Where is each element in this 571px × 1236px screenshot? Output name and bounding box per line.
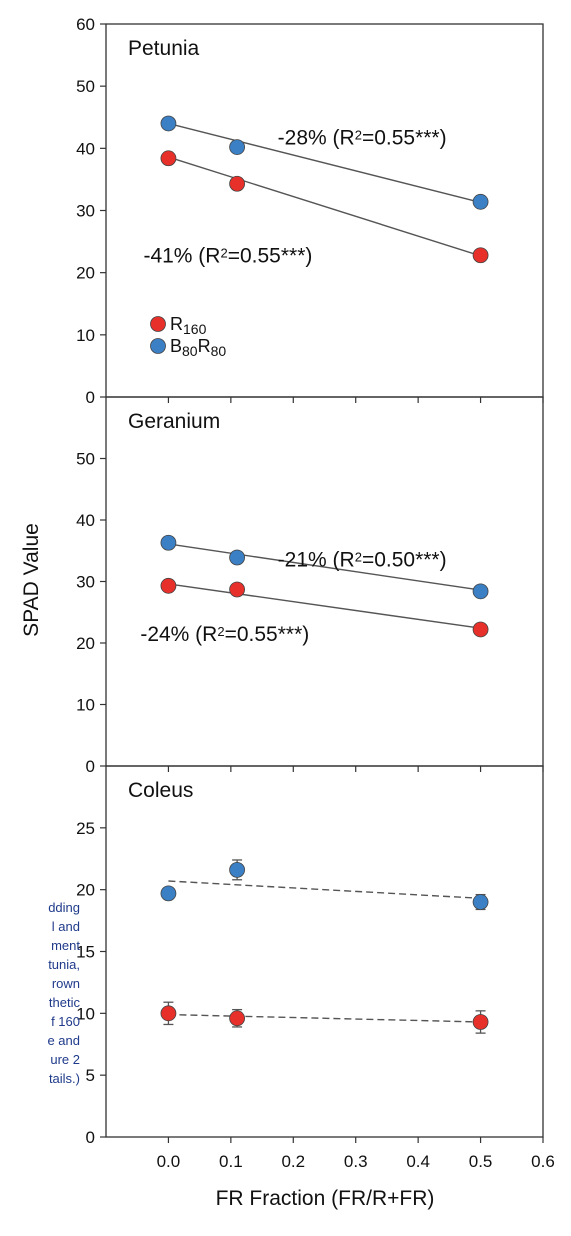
fit-line-b80r80: [168, 543, 481, 591]
caption-line: dding: [48, 900, 80, 915]
point-b80r80: [472, 193, 489, 210]
y-tick-label: 60: [76, 15, 95, 34]
point-b80r80: [160, 115, 177, 132]
panel-title-geranium: Geranium: [128, 410, 220, 433]
fit-line-r160: [168, 583, 481, 629]
y-tick-label: 40: [76, 139, 95, 158]
y-tick-label: 40: [76, 511, 95, 530]
regression-annotation: -28% (R2=0.55***): [278, 127, 447, 150]
y-tick-label: 25: [76, 819, 95, 838]
point-b80r80: [229, 861, 246, 878]
y-tick-label: 10: [76, 326, 95, 345]
fit-line-r160: [168, 1013, 481, 1023]
regression-annotation: -24% (R2=0.55***): [140, 623, 309, 646]
y-tick-label: 15: [76, 943, 95, 962]
legend-marker-r160: [150, 316, 166, 332]
x-tick-label: 0.3: [344, 1152, 368, 1171]
y-tick-label: 0: [86, 388, 95, 407]
x-tick-label: 0.4: [406, 1152, 430, 1171]
fit-line-r160: [168, 156, 481, 257]
y-axis-label: SPAD Value: [20, 523, 43, 637]
caption-line: rown: [51, 976, 80, 991]
legend-marker-b80r80: [150, 338, 166, 354]
y-tick-label: 20: [76, 634, 95, 653]
y-tick-label: 50: [76, 77, 95, 96]
point-b80r80: [229, 139, 246, 155]
point-r160: [472, 247, 489, 264]
caption-line: ure 2: [50, 1052, 80, 1067]
caption-line: e and: [47, 1033, 80, 1048]
x-tick-label: 0.2: [281, 1152, 305, 1171]
point-r160: [229, 1010, 246, 1027]
y-tick-label: 5: [86, 1066, 95, 1085]
point-b80r80: [160, 534, 177, 551]
legend-label-b80r80: B80R80: [170, 336, 226, 359]
y-tick-label: 30: [76, 202, 95, 221]
y-tick-label: 0: [86, 1128, 95, 1147]
y-tick-label: 0: [86, 757, 95, 776]
y-tick-label: 10: [76, 696, 95, 715]
caption-line: f 160: [51, 1014, 80, 1029]
point-b80r80: [160, 885, 177, 902]
caption-line: tails.): [48, 1071, 80, 1086]
y-tick-label: 20: [76, 264, 95, 283]
y-tick-label: 50: [76, 450, 95, 469]
x-tick-label: 0.0: [157, 1152, 181, 1171]
x-axis-label: FR Fraction (FR/R+FR): [216, 1187, 435, 1210]
point-b80r80: [229, 549, 246, 566]
point-r160: [160, 577, 177, 594]
point-r160: [229, 581, 246, 598]
fit-line-b80r80: [168, 122, 481, 204]
point-r160: [472, 621, 489, 638]
legend-label-r160: R160: [170, 314, 207, 337]
regression-annotation: -21% (R2=0.50***): [278, 549, 447, 572]
x-tick-label: 0.5: [469, 1152, 493, 1171]
point-b80r80: [472, 583, 489, 600]
panel-frame-2: [105, 765, 544, 1138]
point-r160: [160, 150, 177, 167]
point-r160: [229, 175, 246, 192]
point-b80r80: [472, 894, 489, 910]
y-tick-label: 20: [76, 881, 95, 900]
caption-line: l and: [51, 919, 80, 934]
caption-line: tunia,: [48, 957, 80, 972]
y-tick-label: 30: [76, 573, 95, 592]
caption-line: ment: [51, 938, 80, 953]
point-r160: [160, 1005, 177, 1022]
x-tick-label: 0.1: [219, 1152, 243, 1171]
caption-line: thetic: [48, 995, 80, 1010]
panel-title-coleus: Coleus: [128, 779, 193, 802]
y-tick-label: 10: [76, 1004, 95, 1023]
panel-title-petunia: Petunia: [128, 37, 200, 60]
point-r160: [472, 1014, 489, 1030]
regression-annotation: -41% (R2=0.55***): [143, 245, 312, 268]
x-tick-label: 0.6: [531, 1152, 555, 1171]
fit-line-b80r80: [168, 880, 481, 900]
